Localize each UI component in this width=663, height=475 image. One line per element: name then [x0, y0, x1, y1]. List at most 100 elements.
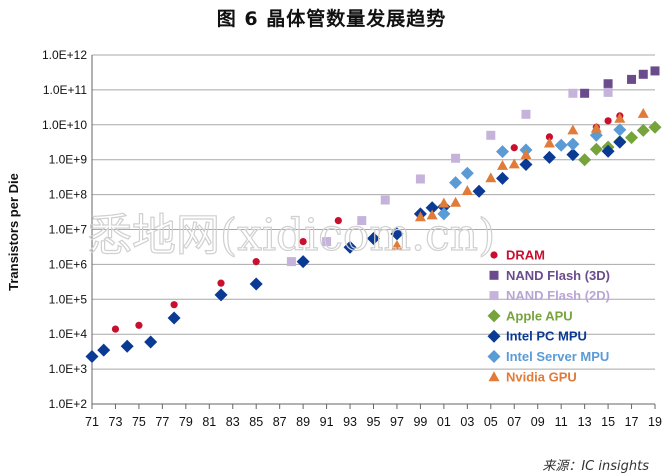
intel-server-mpu-point: [449, 176, 463, 190]
dram-point: [252, 258, 260, 266]
nand-flash-2d-point: [286, 257, 296, 267]
nand-flash-2d-point: [322, 237, 332, 247]
legend-marker-apple-apu: [487, 309, 501, 323]
x-tick-label: 03: [460, 415, 474, 429]
legend-label-nvidia-gpu: Nvidia GPU: [506, 369, 577, 384]
x-tick-label: 15: [601, 415, 615, 429]
intel-pc-mpu-point: [85, 349, 99, 363]
x-tick-label: 07: [507, 415, 521, 429]
x-tick-label: 73: [109, 415, 123, 429]
nand-flash-3d-point: [638, 69, 648, 79]
legend-label-dram: DRAM: [506, 248, 545, 263]
x-tick-label: 71: [85, 415, 99, 429]
intel-server-mpu-point: [554, 138, 568, 152]
series-nvidia-gpu: [391, 107, 649, 250]
series-intel-pc-mpu: [85, 135, 627, 363]
x-tick-label: 01: [437, 415, 451, 429]
data-points: [85, 66, 662, 363]
dram-point: [111, 325, 120, 333]
y-tick-label: 1.0E+7: [49, 223, 88, 237]
x-tick-label: 89: [296, 415, 310, 429]
dram-point: [299, 238, 307, 246]
legend-label-apple-apu: Apple APU: [506, 308, 573, 323]
dram-point: [334, 216, 342, 225]
nvidia-gpu-point: [520, 149, 532, 160]
x-tick-label: 79: [179, 415, 193, 429]
legend-marker-intel-server-mpu: [487, 350, 501, 363]
y-tick-label: 1.0E+9: [49, 153, 88, 167]
intel-pc-mpu-point: [390, 227, 404, 241]
y-tick-label: 1.0E+12: [42, 48, 87, 62]
apple-apu-point: [625, 131, 639, 145]
y-tick-label: 1.0E+5: [49, 292, 88, 306]
legend-marker-nand-flash-2d: [489, 291, 499, 301]
intel-pc-mpu-point: [296, 255, 310, 269]
intel-pc-mpu-point: [167, 311, 181, 325]
intel-pc-mpu-point: [613, 135, 627, 149]
x-axis-tick-labels: 71 73 75 77 79 81 83 85 87 89 91 93 95 97 99 01 03 05 07 09…: [85, 415, 662, 429]
nvidia-gpu-point: [508, 158, 520, 169]
legend-label-nand-flash-3d: NAND Flash (3D): [506, 268, 610, 283]
nvidia-gpu-point: [637, 107, 649, 118]
x-tick-label: 81: [202, 415, 216, 429]
intel-pc-mpu-point: [601, 144, 615, 158]
dram-point: [545, 133, 554, 141]
y-tick-label: 1.0E+3: [49, 362, 88, 376]
nand-flash-2d-point: [521, 109, 531, 119]
axes: [91, 55, 656, 409]
y-tick-label: 1.0E+11: [43, 83, 87, 97]
intel-pc-mpu-point: [120, 339, 134, 353]
nvidia-gpu-point: [450, 196, 462, 207]
y-tick-label: 1.0E+8: [49, 188, 88, 202]
dram-point: [217, 279, 225, 287]
intel-pc-mpu-point: [97, 343, 111, 357]
nvidia-gpu-point: [391, 239, 403, 250]
apple-apu-point: [636, 123, 650, 137]
legend-label-intel-pc-mpu: Intel PC MPU: [506, 329, 587, 344]
intel-pc-mpu-point: [472, 184, 486, 198]
nand-flash-2d-point: [603, 87, 613, 97]
nand-flash-3d-point: [603, 79, 613, 89]
legend: DRAM NAND Flash (3D) NAND Flash (2D) Apple …: [487, 248, 610, 384]
nvidia-gpu-point: [497, 160, 509, 170]
intel-pc-mpu-point: [566, 148, 580, 162]
intel-server-mpu-point: [613, 123, 627, 137]
watermark-text: 悉地网(xidicom.cn): [88, 210, 495, 261]
nand-flash-3d-point: [580, 88, 590, 98]
nvidia-gpu-point: [461, 185, 473, 196]
apple-apu-point: [578, 153, 592, 167]
nvidia-gpu-point: [590, 122, 602, 133]
x-tick-label: 19: [648, 415, 662, 429]
x-tick-label: 13: [578, 415, 592, 429]
series-intel-server-mpu: [437, 123, 627, 221]
x-tick-label: 87: [273, 415, 287, 429]
intel-pc-mpu-point: [542, 150, 556, 164]
x-tick-label: 75: [132, 415, 146, 429]
dram-point: [170, 301, 178, 309]
dram-point: [510, 144, 518, 152]
intel-server-mpu-point: [496, 145, 510, 159]
legend-label-nand-flash-2d: NAND Flash (2D): [506, 288, 610, 303]
intel-pc-mpu-point: [519, 157, 533, 171]
legend-marker-nvidia-gpu: [488, 371, 500, 382]
series-nand-flash-3d: [580, 66, 660, 98]
nvidia-gpu-point: [426, 209, 438, 220]
y-axis-tick-labels: 1.0E+2 1.0E+3 1.0E+4 1.0E+5 1.0E+6 1.0E+7 1.0E…: [42, 48, 87, 411]
x-tick-label: 11: [555, 415, 568, 429]
nvidia-gpu-point: [614, 112, 626, 123]
x-tick-label: 97: [390, 415, 404, 429]
nvidia-gpu-point: [438, 197, 450, 208]
nvidia-gpu-point: [567, 124, 579, 135]
y-tick-label: 1.0E+2: [49, 397, 88, 411]
dram-point: [135, 321, 143, 329]
x-tick-label: 99: [413, 415, 427, 429]
nand-flash-3d-point: [627, 74, 637, 84]
intel-pc-mpu-point: [343, 240, 357, 254]
x-tick-label: 77: [155, 415, 169, 429]
intel-pc-mpu-point: [249, 277, 263, 291]
apple-apu-point: [589, 142, 603, 156]
nand-flash-2d-point: [568, 88, 578, 98]
x-tick-label: 95: [367, 415, 381, 429]
intel-pc-mpu-point: [425, 201, 439, 215]
